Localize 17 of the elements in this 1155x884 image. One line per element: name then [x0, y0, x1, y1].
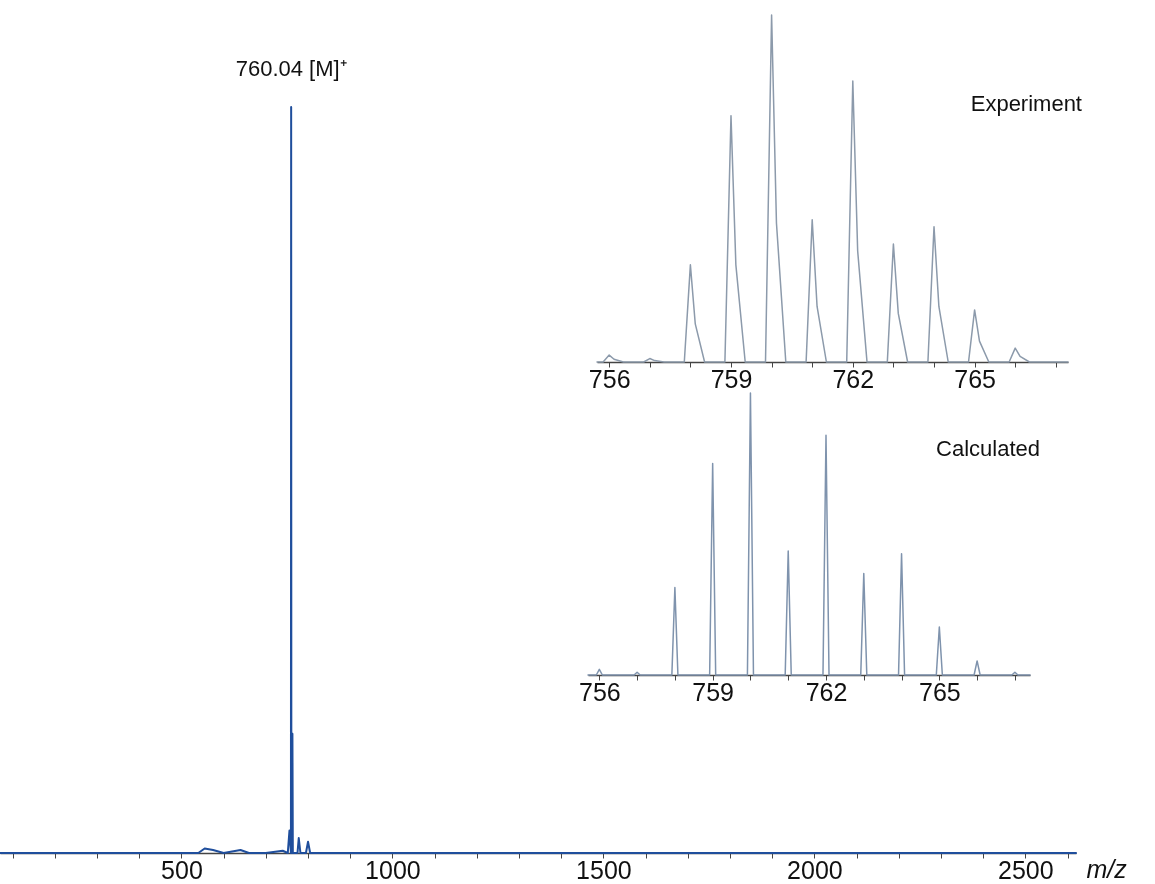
x-tick-label: 759 [710, 364, 753, 393]
x-tick-label: 1000 [365, 855, 421, 884]
x-axis-title: m/z [1086, 854, 1128, 883]
x-tick-label: 765 [918, 677, 961, 706]
x-tick-label: 1500 [576, 855, 632, 884]
x-tick-label: 2500 [998, 855, 1054, 884]
x-tick-label: 759 [692, 677, 735, 706]
x-tick-label: 2000 [787, 855, 843, 884]
annotation: 760.04 [M]⁺ [235, 56, 347, 81]
x-tick-label: 762 [832, 364, 875, 393]
x-tick-label: 500 [161, 855, 203, 884]
x-tick-label: 756 [588, 364, 631, 393]
text: Calculated [936, 436, 1040, 462]
x-tick-label: 756 [578, 677, 621, 706]
x-tick-label: 762 [805, 677, 848, 706]
x-tick-label: 765 [954, 364, 996, 393]
text: Experiment [970, 91, 1082, 117]
